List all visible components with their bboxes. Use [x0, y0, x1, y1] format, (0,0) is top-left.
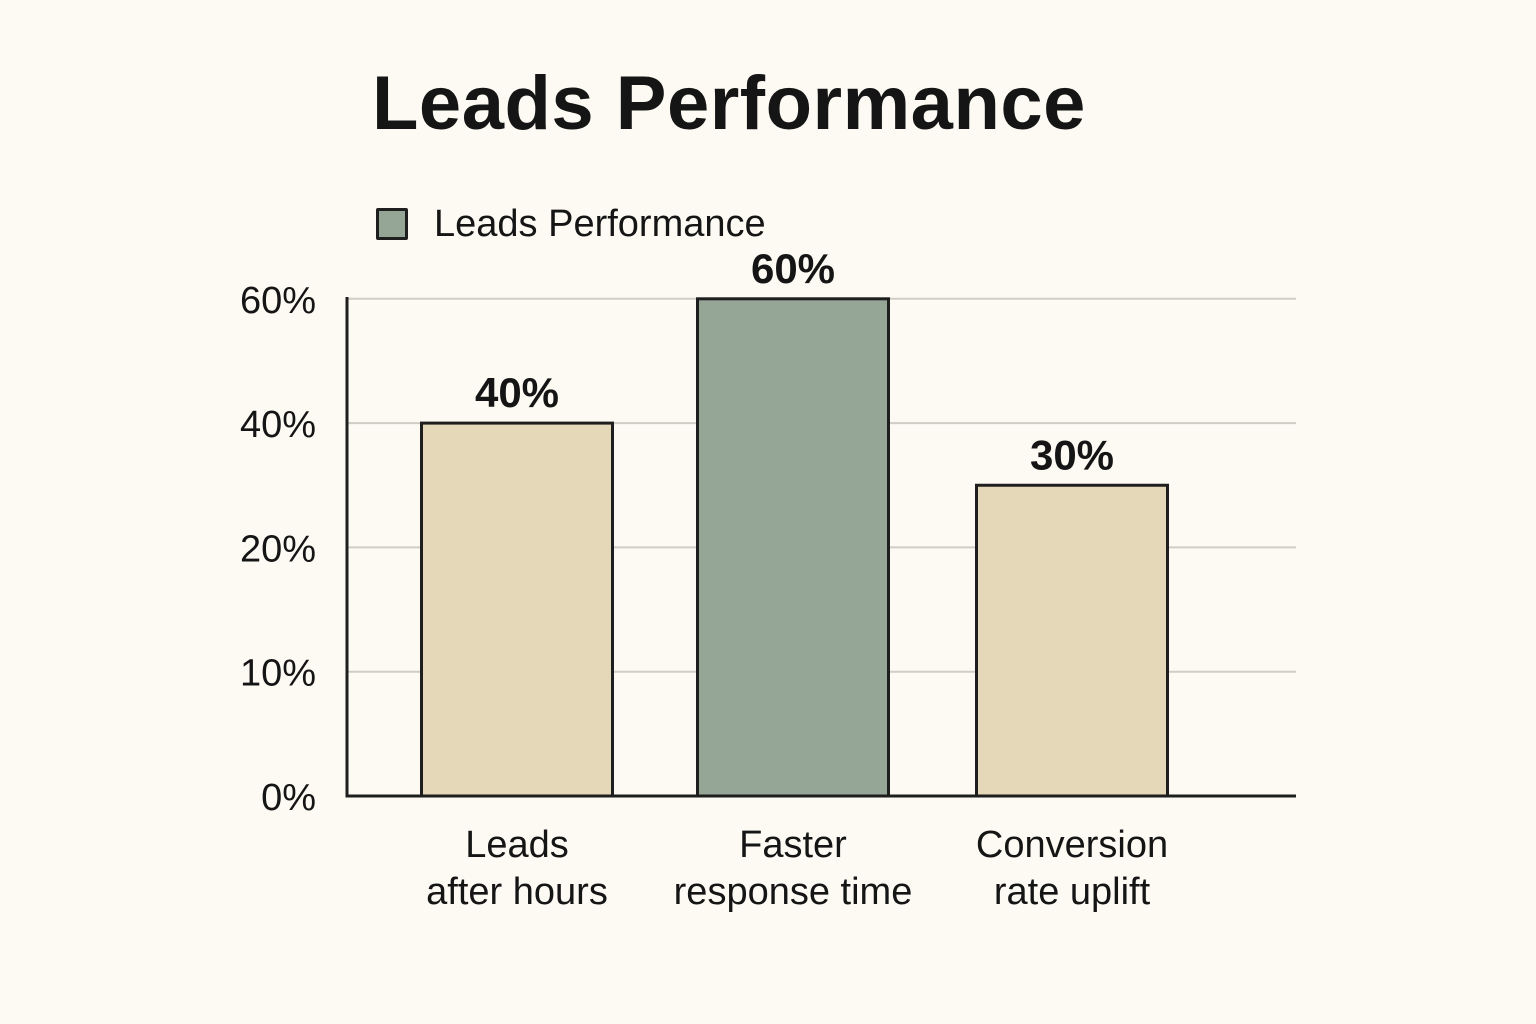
chart-title: Leads Performance: [372, 61, 1086, 146]
bar-value-label: 40%: [475, 369, 559, 416]
bar: [975, 483, 1169, 798]
legend-label: Leads Performance: [434, 203, 766, 245]
bar-value-label: 30%: [1030, 431, 1114, 478]
y-tick-label: 10%: [240, 653, 316, 695]
bar: [696, 297, 890, 798]
bar-value-label: 60%: [751, 245, 835, 292]
labels: 0% 10% 20% 40% 60% 40% Leads after hours 60% Fast…: [240, 245, 1168, 913]
y-tick-label: 40%: [240, 404, 316, 446]
y-tick-label: 0%: [261, 777, 316, 819]
x-category-label: Faster response time: [674, 824, 913, 913]
x-category-label: Conversion rate uplift: [976, 824, 1168, 913]
x-category-label: Leads after hours: [426, 824, 608, 913]
legend-swatch: [376, 208, 408, 240]
y-tick-label: 60%: [240, 280, 316, 322]
axes: [345, 297, 1296, 798]
bar: [420, 421, 614, 798]
y-tick-label: 20%: [240, 528, 316, 570]
legend: Leads Performance: [376, 204, 766, 244]
